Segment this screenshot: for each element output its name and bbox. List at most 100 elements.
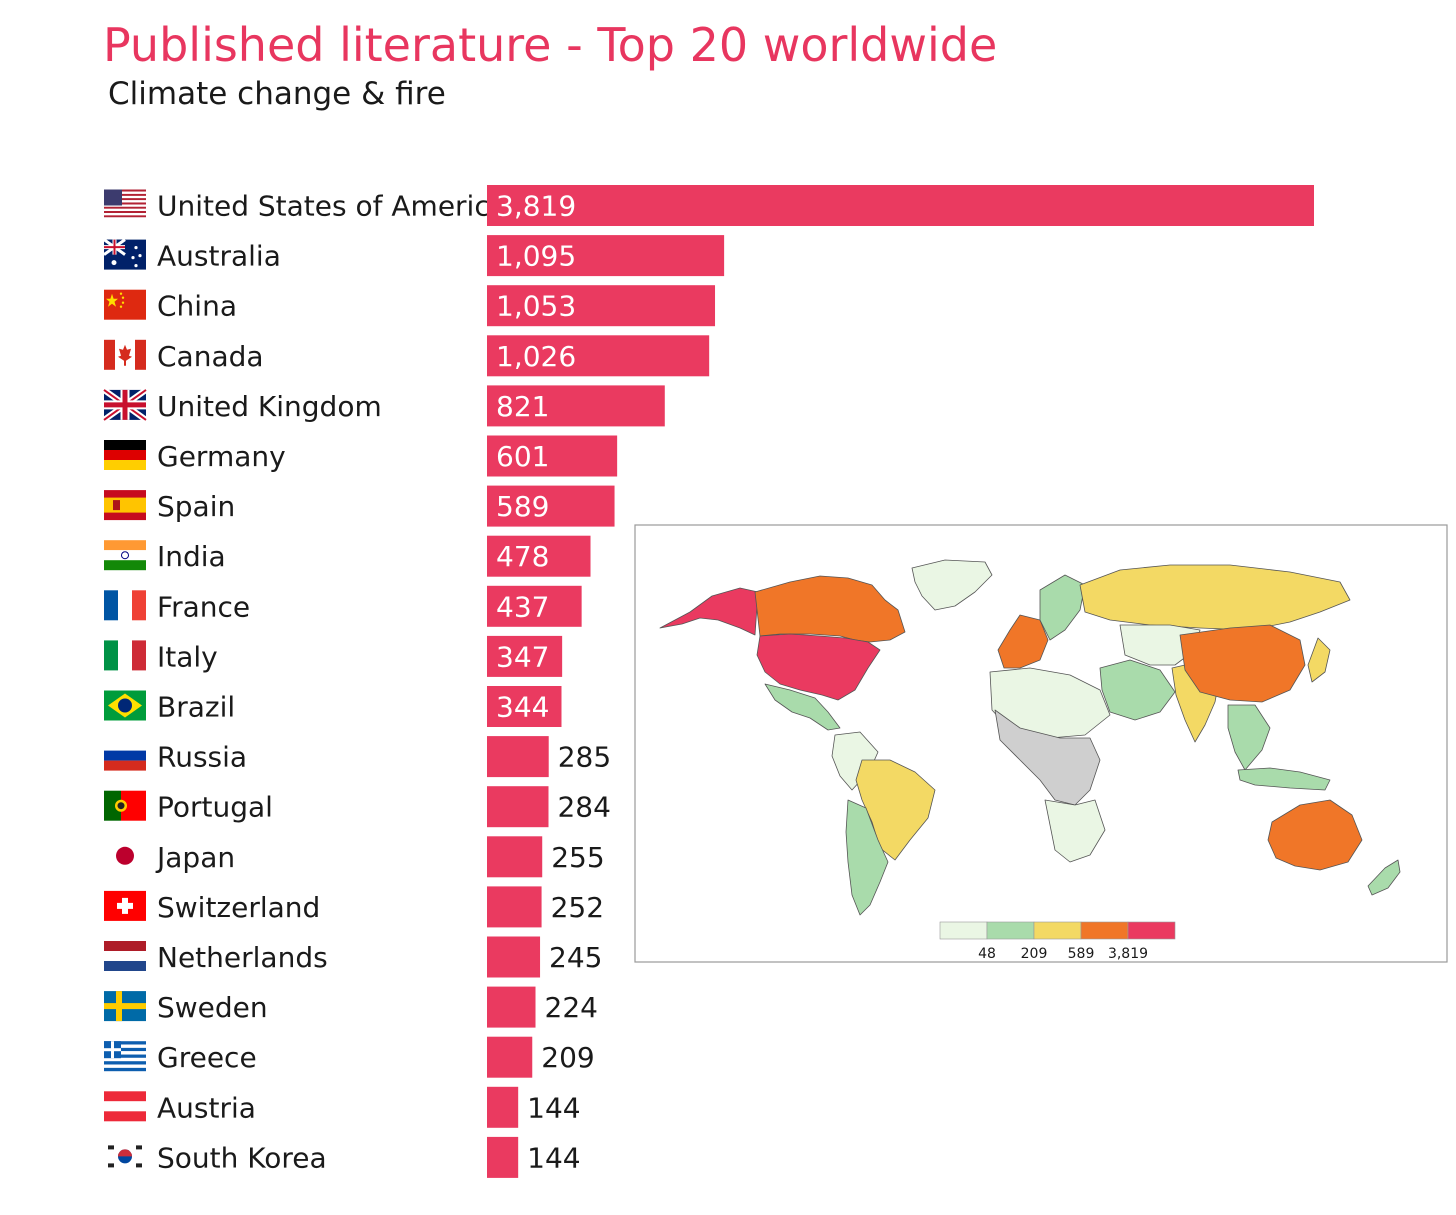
country-label: Switzerland (157, 891, 320, 924)
bar-row: India 478 (104, 535, 591, 577)
country-label: Canada (157, 340, 264, 373)
bar-value-label: 347 (496, 640, 549, 673)
country-label: Austria (157, 1091, 256, 1124)
bar-row: China 1,053 (104, 285, 716, 327)
bar (487, 1136, 519, 1178)
country-label: Portugal (157, 791, 273, 824)
russia-flag-icon (104, 740, 146, 771)
bar (487, 686, 562, 727)
canada-flag-icon (104, 339, 146, 370)
country-label: Japan (155, 841, 235, 874)
bar-row: South Korea 144 (104, 1136, 581, 1178)
bar-value-label: 821 (496, 390, 549, 423)
country-label: France (157, 590, 250, 623)
bar-row: Greece 209 (104, 1036, 595, 1078)
legend-swatch (939, 921, 988, 940)
bar (487, 1086, 519, 1128)
bar (487, 185, 1314, 226)
bar-row: Netherlands 245 (104, 936, 603, 978)
bar (487, 235, 725, 277)
country-label: Greece (157, 1041, 257, 1074)
country-label: Netherlands (157, 941, 328, 974)
bar (487, 335, 710, 377)
bar-value-label: 589 (496, 490, 549, 523)
bar-value-label: 144 (527, 1091, 580, 1124)
france-flag-icon (104, 590, 146, 621)
country-label: South Korea (157, 1141, 327, 1174)
bar-value-label: 1,053 (496, 290, 576, 323)
switzerland-flag-icon (104, 890, 146, 921)
germany-flag-icon (104, 440, 146, 470)
legend-swatch (1080, 921, 1129, 940)
legend-tick-label: 209 (1021, 946, 1048, 962)
legend-tick-label: 589 (1068, 946, 1095, 962)
austria-flag-icon (104, 1091, 146, 1122)
netherlands-flag-icon (104, 941, 146, 971)
japan-flag-icon (104, 840, 146, 871)
spain-flag-icon (104, 490, 146, 521)
map-greenland (911, 559, 993, 611)
bar (487, 585, 582, 627)
country-label: Spain (157, 490, 235, 523)
bar (487, 786, 549, 828)
bar (487, 485, 615, 527)
country-label: Australia (157, 240, 281, 273)
italy-flag-icon (104, 640, 146, 671)
bar-row: Italy 347 (104, 635, 563, 677)
country-label: Brazil (157, 691, 235, 724)
bar-value-label: 344 (496, 691, 549, 724)
bar-row: Spain 589 (104, 485, 615, 527)
bar-value-label: 3,819 (496, 190, 576, 223)
bar-row: Brazil 344 (104, 686, 562, 727)
country-label: Russia (157, 741, 247, 774)
country-label: United States of America (157, 190, 507, 223)
uk-flag-icon (102, 387, 148, 423)
usa-flag-icon (104, 189, 146, 220)
bar-value-label: 284 (557, 791, 610, 824)
bar-row: Russia 285 (104, 736, 611, 778)
legend-swatch (1127, 921, 1176, 940)
bar-row: Australia 1,095 (103, 235, 725, 277)
map-northern-europe (1039, 574, 1086, 641)
legend-tick-label: 3,819 (1108, 946, 1148, 962)
legend-swatch (1033, 921, 1082, 940)
map-australia (1267, 799, 1363, 871)
map-russia (1079, 564, 1351, 631)
chart-subtitle: Climate change & fire (108, 76, 446, 112)
bar-value-label: 478 (496, 540, 549, 573)
bar-row: Japan 255 (104, 836, 605, 878)
bar (487, 836, 543, 878)
map-middle-east (1099, 659, 1176, 721)
bar-value-label: 224 (545, 991, 598, 1024)
map-central-africa (994, 709, 1101, 806)
bar (487, 886, 542, 928)
bar (487, 986, 536, 1028)
bar (487, 285, 716, 327)
greece-flag-icon (104, 1041, 146, 1072)
india-flag-icon (104, 540, 146, 571)
map-japan (1307, 637, 1331, 683)
bar (487, 435, 618, 477)
map-mexico (764, 683, 841, 731)
map-new-zealand (1367, 859, 1401, 896)
bar-row: Sweden 224 (104, 986, 598, 1028)
map-southern-africa (1044, 799, 1106, 863)
china-flag-icon (104, 289, 146, 320)
country-label: India (157, 540, 226, 573)
bar-row: Canada 1,026 (104, 335, 710, 377)
bar (487, 736, 549, 778)
legend-tick-label: 48 (978, 946, 996, 962)
map-china (1179, 624, 1306, 703)
bar-value-label: 285 (558, 741, 611, 774)
bar-value-label: 144 (527, 1141, 580, 1174)
map-southeast-asia (1227, 704, 1271, 771)
bar (487, 1036, 533, 1078)
bar-value-label: 1,026 (496, 340, 576, 373)
country-label: Italy (157, 640, 218, 673)
bar-value-label: 601 (496, 440, 549, 473)
bar-value-label: 252 (551, 891, 604, 924)
bar-value-label: 209 (541, 1041, 594, 1074)
